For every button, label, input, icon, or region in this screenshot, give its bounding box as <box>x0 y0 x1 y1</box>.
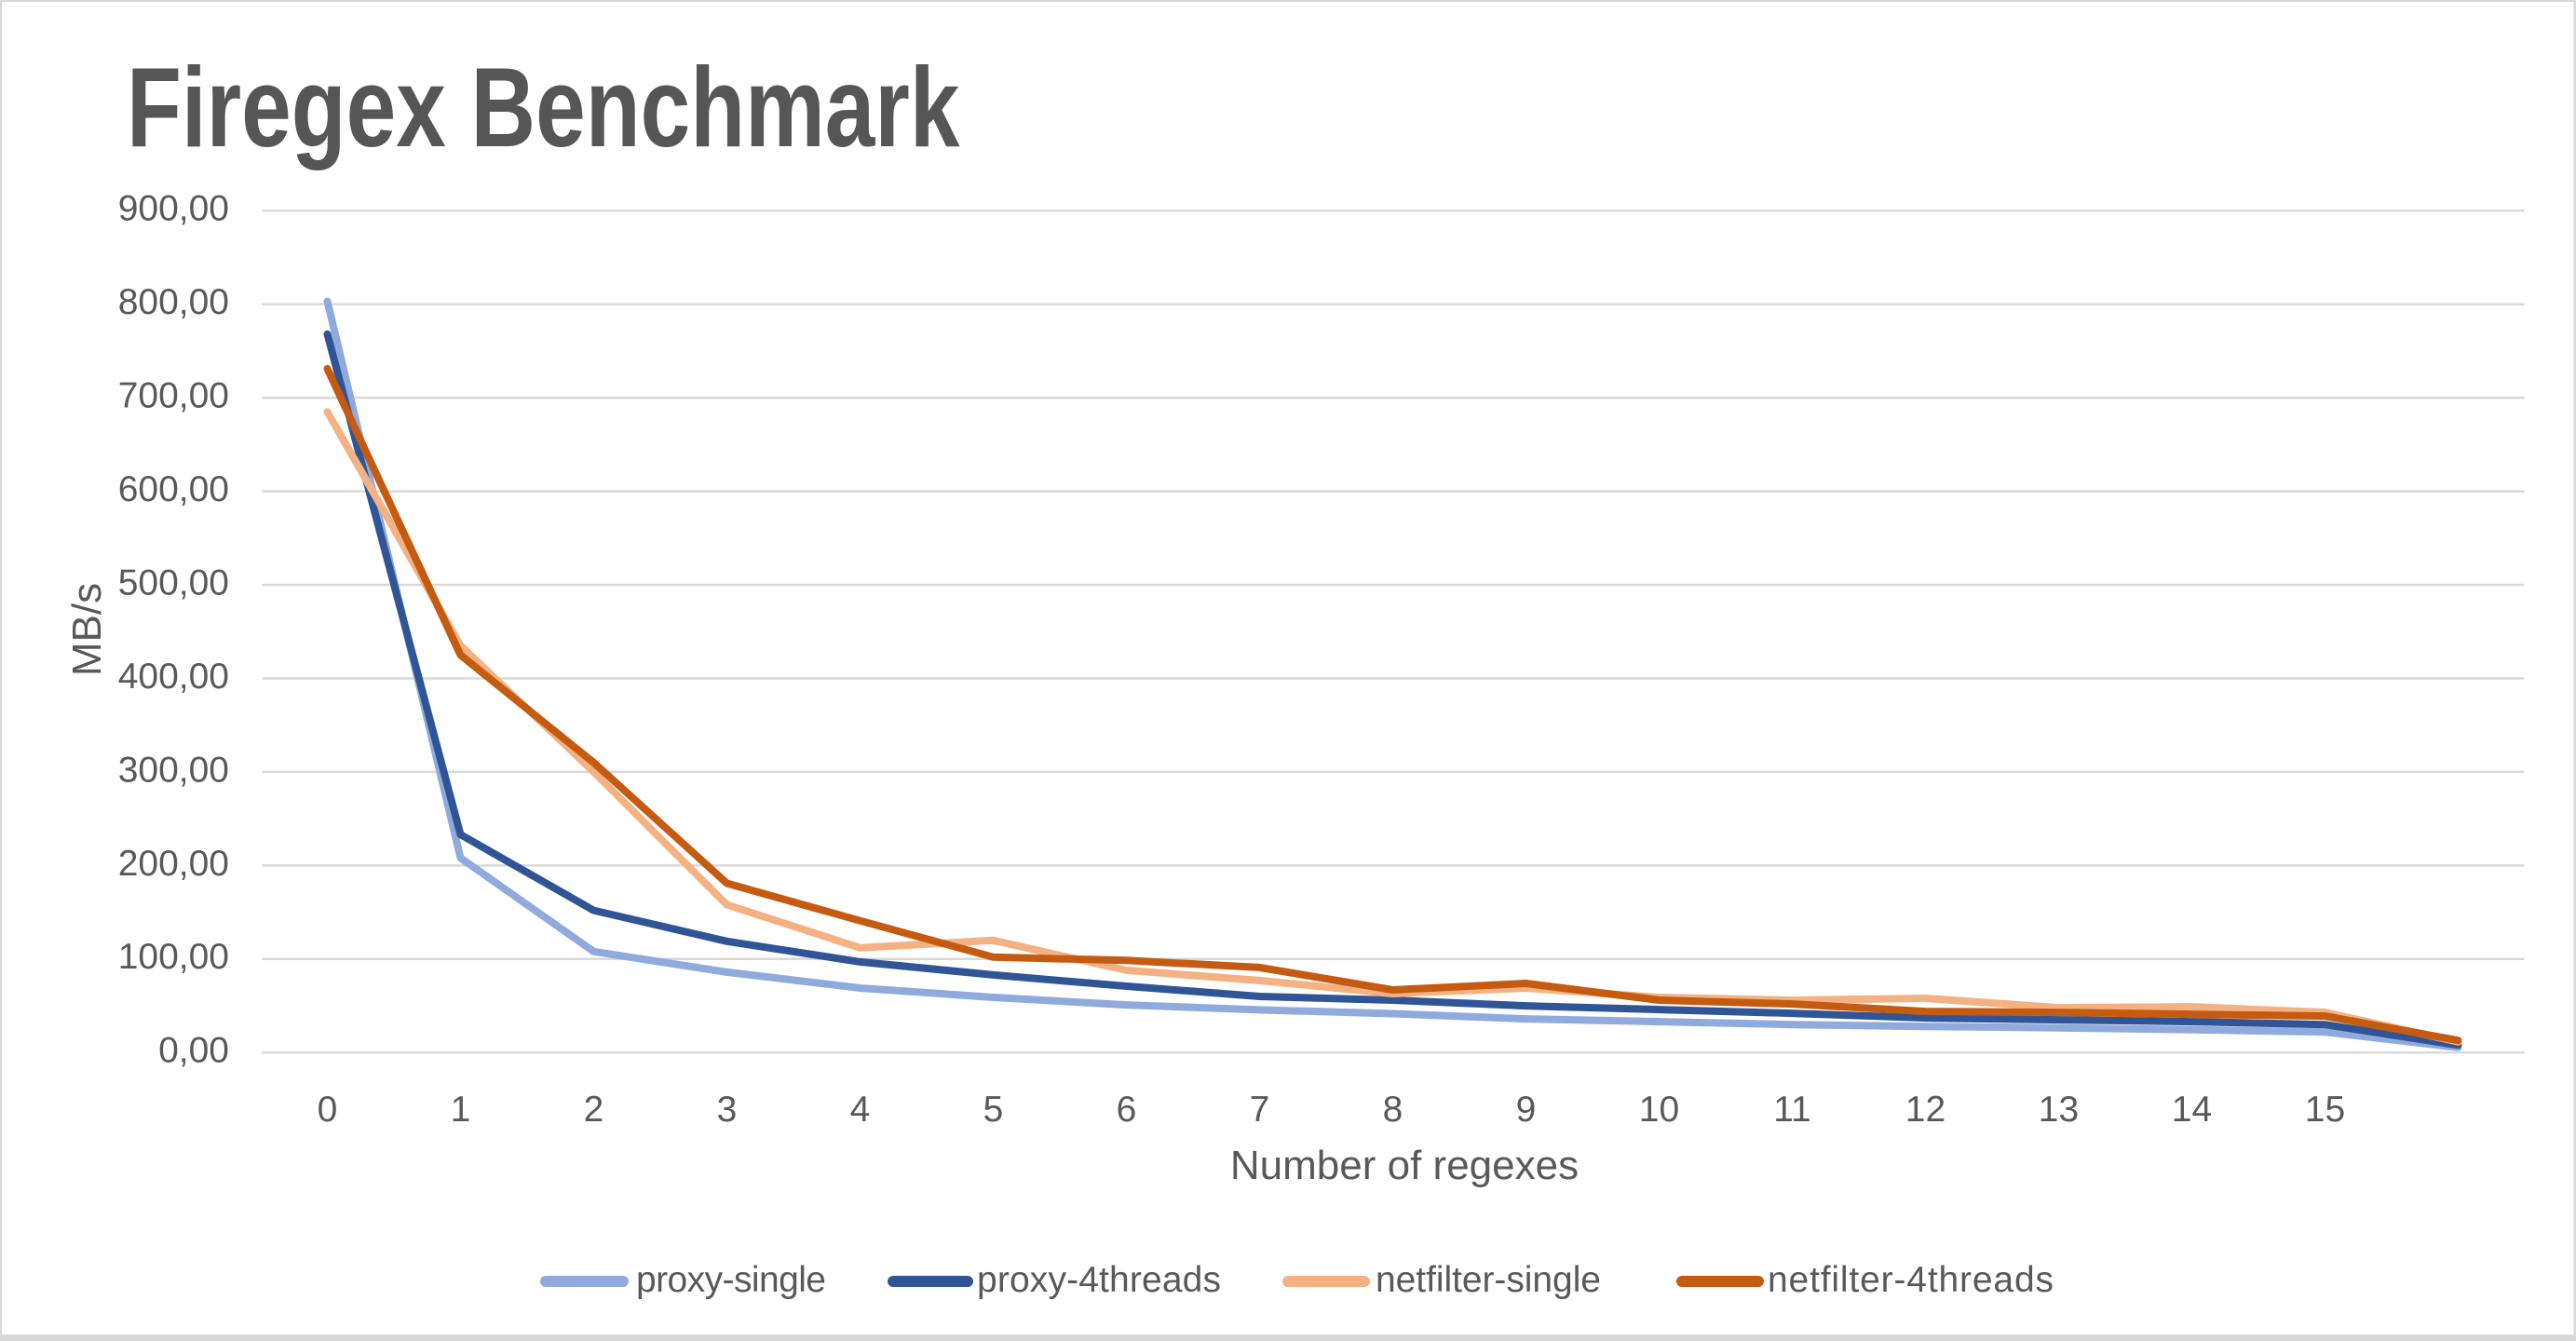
svg-text:13: 13 <box>2039 1090 2079 1130</box>
svg-text:proxy-single: proxy-single <box>636 1260 826 1300</box>
svg-text:Firegex Benchmark: Firegex Benchmark <box>127 44 960 170</box>
svg-text:400,00: 400,00 <box>118 657 229 697</box>
svg-text:300,00: 300,00 <box>118 750 229 790</box>
svg-text:500,00: 500,00 <box>118 562 229 603</box>
svg-text:100,00: 100,00 <box>118 937 229 977</box>
svg-text:14: 14 <box>2172 1090 2212 1130</box>
svg-text:5: 5 <box>983 1090 1004 1130</box>
svg-text:proxy-4threads: proxy-4threads <box>977 1260 1221 1300</box>
svg-text:8: 8 <box>1383 1090 1403 1130</box>
svg-text:900,00: 900,00 <box>118 189 229 229</box>
svg-text:800,00: 800,00 <box>118 282 229 322</box>
svg-text:200,00: 200,00 <box>118 844 229 884</box>
svg-text:15: 15 <box>2305 1090 2345 1130</box>
svg-text:3: 3 <box>717 1090 738 1130</box>
svg-text:MB/s: MB/s <box>64 583 110 676</box>
svg-text:2: 2 <box>584 1090 604 1130</box>
svg-text:4: 4 <box>850 1090 871 1130</box>
svg-text:7: 7 <box>1250 1090 1270 1130</box>
svg-text:700,00: 700,00 <box>118 376 229 416</box>
svg-text:1: 1 <box>451 1090 471 1130</box>
svg-text:11: 11 <box>1773 1090 1811 1130</box>
svg-text:9: 9 <box>1516 1090 1537 1130</box>
svg-text:0: 0 <box>318 1090 338 1130</box>
svg-text:600,00: 600,00 <box>118 469 229 509</box>
svg-text:6: 6 <box>1117 1090 1137 1130</box>
svg-text:10: 10 <box>1639 1090 1679 1130</box>
svg-text:Number of regexes: Number of regexes <box>1230 1143 1579 1188</box>
svg-text:netfilter-4threads: netfilter-4threads <box>1768 1260 2054 1300</box>
svg-text:0,00: 0,00 <box>158 1031 229 1071</box>
svg-text:netfilter-single: netfilter-single <box>1376 1260 1601 1300</box>
svg-text:12: 12 <box>1905 1090 1946 1130</box>
